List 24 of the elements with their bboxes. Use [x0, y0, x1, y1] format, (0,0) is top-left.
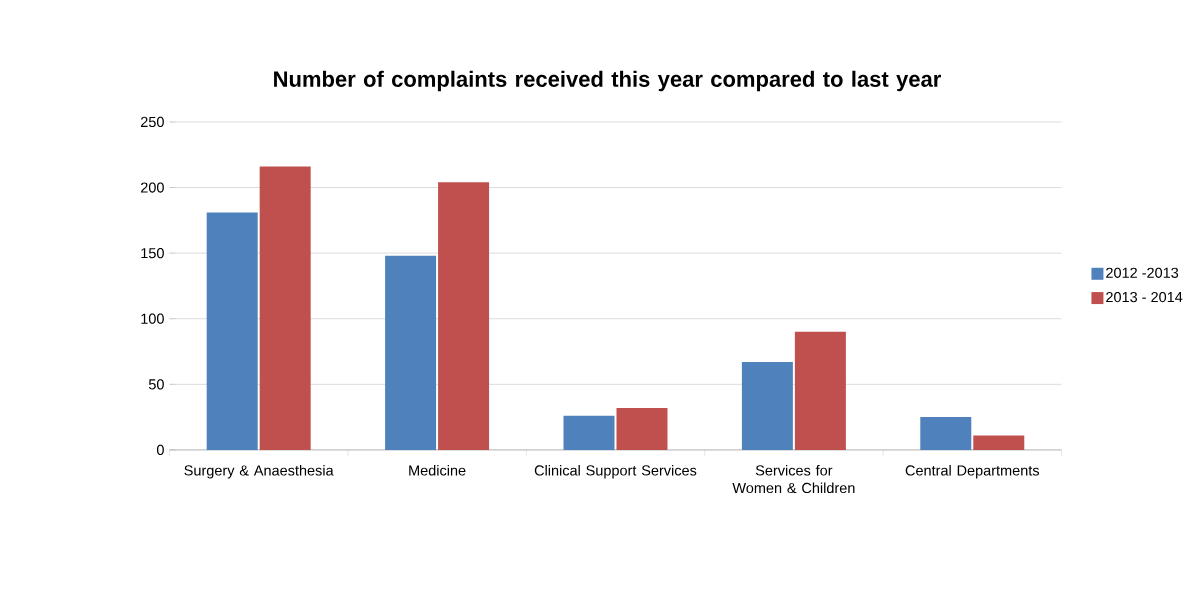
bar	[973, 435, 1025, 450]
y-tick-label: 200	[141, 182, 164, 193]
bar	[259, 166, 311, 450]
legend-label: 2013 - 2014	[1106, 291, 1183, 303]
bar	[741, 362, 793, 450]
y-tick-label: 0	[156, 444, 164, 456]
y-tick-label: 50	[148, 379, 164, 390]
x-tick-label: Surgery & Anaesthesia	[184, 464, 334, 479]
bar	[616, 407, 668, 450]
chart-title: Number of complaints received this year compared to last year	[274, 70, 941, 92]
y-tick-label: 250	[141, 116, 164, 128]
bar	[920, 417, 972, 450]
x-tick-label: Clinical Support Services	[534, 464, 697, 479]
bar	[563, 415, 615, 450]
bar	[385, 255, 437, 450]
y-tick-label: 150	[141, 247, 164, 259]
x-tick-label: Medicine	[409, 464, 466, 476]
legend-label: 2012 -2013	[1106, 267, 1179, 278]
x-tick-label: Services for Women & Children	[732, 464, 855, 494]
bar	[438, 182, 490, 450]
x-tick-label: Central Departments	[905, 464, 1040, 479]
y-tick-label: 100	[141, 313, 164, 324]
bar	[794, 331, 846, 450]
bar	[206, 212, 258, 450]
